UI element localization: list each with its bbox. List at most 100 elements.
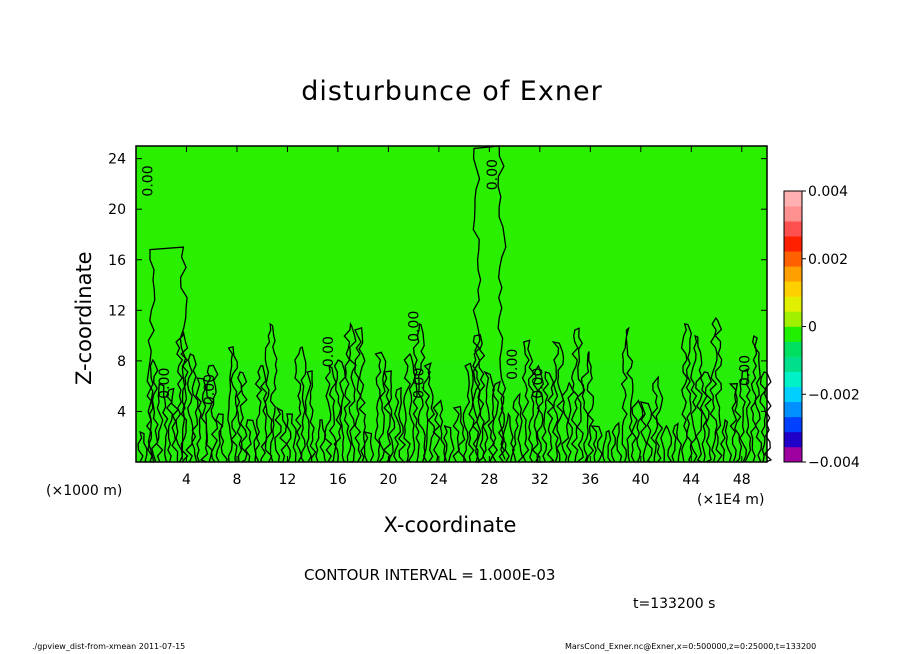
contour-line [561,381,575,463]
contour-label: 0.00 [505,349,521,380]
contour-line [374,351,387,463]
contour-label: 0.00 [412,368,428,399]
colorbar-swatch [784,296,802,312]
contour-line [462,362,475,463]
contour-line [185,353,199,463]
contour-line [739,368,752,463]
colorbar-swatch [784,446,802,463]
contour-label: 0.00 [485,159,501,190]
contour-line [315,419,327,463]
contour-line [205,364,219,463]
contour-line [630,399,644,463]
contour-line [343,321,357,463]
contour-line [324,364,337,463]
colorbar-swatch [784,341,802,357]
contour-line [155,383,169,463]
colorbar-swatch [784,371,802,388]
contour-line [481,370,496,463]
x-tick-label: 24 [430,472,448,488]
y-tick-label: 16 [108,253,126,269]
contour-line [759,371,773,463]
contour-line [551,340,565,463]
plot-frame [135,145,768,463]
colorbar-swatch [784,236,802,252]
contour-line [650,375,664,463]
contour-line [660,424,673,463]
contour-line [432,399,446,463]
contour-label: 0.00 [202,374,218,405]
colorbar-swatch [784,386,802,403]
contour-line [175,330,189,463]
contour-line [610,421,623,463]
contour-line [215,413,228,463]
x-tick-label: 36 [581,472,599,488]
contour-line [620,326,634,463]
contour-line [236,371,248,463]
contour-line [590,425,603,463]
y-axis-label: Z-coordinate [72,251,96,385]
chart-title: disturbunce of Exner [301,76,603,107]
colorbar-swatch [784,191,802,207]
contour-line [274,406,288,463]
contour-line [165,387,180,463]
y-tick-label: 8 [117,354,126,370]
contour-line [531,364,545,463]
contour-line [412,323,426,463]
colorbar-swatch [784,416,802,433]
contour-line [690,334,703,463]
x-tick-label: 28 [480,472,498,488]
contour-line [580,351,595,463]
contour-line [521,339,535,463]
contour-line [728,383,743,463]
contour-line [254,364,268,463]
footer-left: ./gpview_dist-from-xmean 2011-07-15 [32,642,186,651]
contour-line [541,371,555,463]
x-tick-label: 4 [182,472,191,488]
y-tick-label: 12 [108,303,126,319]
contour-line [452,405,466,463]
y-tick-label: 24 [108,152,126,168]
x-tick-label: 8 [232,472,241,488]
contour-line [699,371,713,463]
contour-line [264,322,278,463]
contour-label: 0.00 [157,368,173,399]
x-axis-unit-label: (×1000 m) [46,483,123,499]
x-tick-label: 32 [531,472,549,488]
colorbar-swatch [784,356,802,372]
x-tick-label: 12 [279,472,297,488]
colorbar-swatch [784,326,802,342]
contour-line [145,358,159,463]
contour-column [146,246,188,463]
contour-line [570,327,585,463]
x-tick-label: 44 [682,472,700,488]
x-tick-label: 20 [379,472,397,488]
contour-label: 0.00 [530,368,546,399]
contour-label: 0.00 [140,165,156,196]
x-axis-scale-label: (×1E4 m) [697,492,765,508]
contour-line [354,327,367,463]
contour-line [294,346,307,463]
footer-right: MarsCond_Exner.nc@Exner,x=0:500000,z=0:2… [565,642,817,651]
contour-line [403,352,416,463]
contour-line [443,424,455,463]
contour-line [333,359,346,463]
contour-label: 0.00 [407,311,423,342]
contour-line [671,422,683,463]
x-tick-label: 40 [632,472,650,488]
x-tick-label: 16 [329,472,347,488]
contour-line [511,392,524,463]
contour-line [137,430,148,463]
colorbar-tick-label: 0 [808,320,817,336]
contour-column [472,145,507,463]
contour-line [680,323,693,463]
contour-line [422,362,436,463]
contour-line [639,401,653,463]
x-tick-label: 48 [733,472,751,488]
colorbar-swatch [784,206,802,222]
colorbar-swatch [784,266,802,282]
contour-line [227,345,238,463]
time-label: t=133200 s [633,596,716,612]
contour-line [491,380,506,463]
contour-line [602,429,612,463]
